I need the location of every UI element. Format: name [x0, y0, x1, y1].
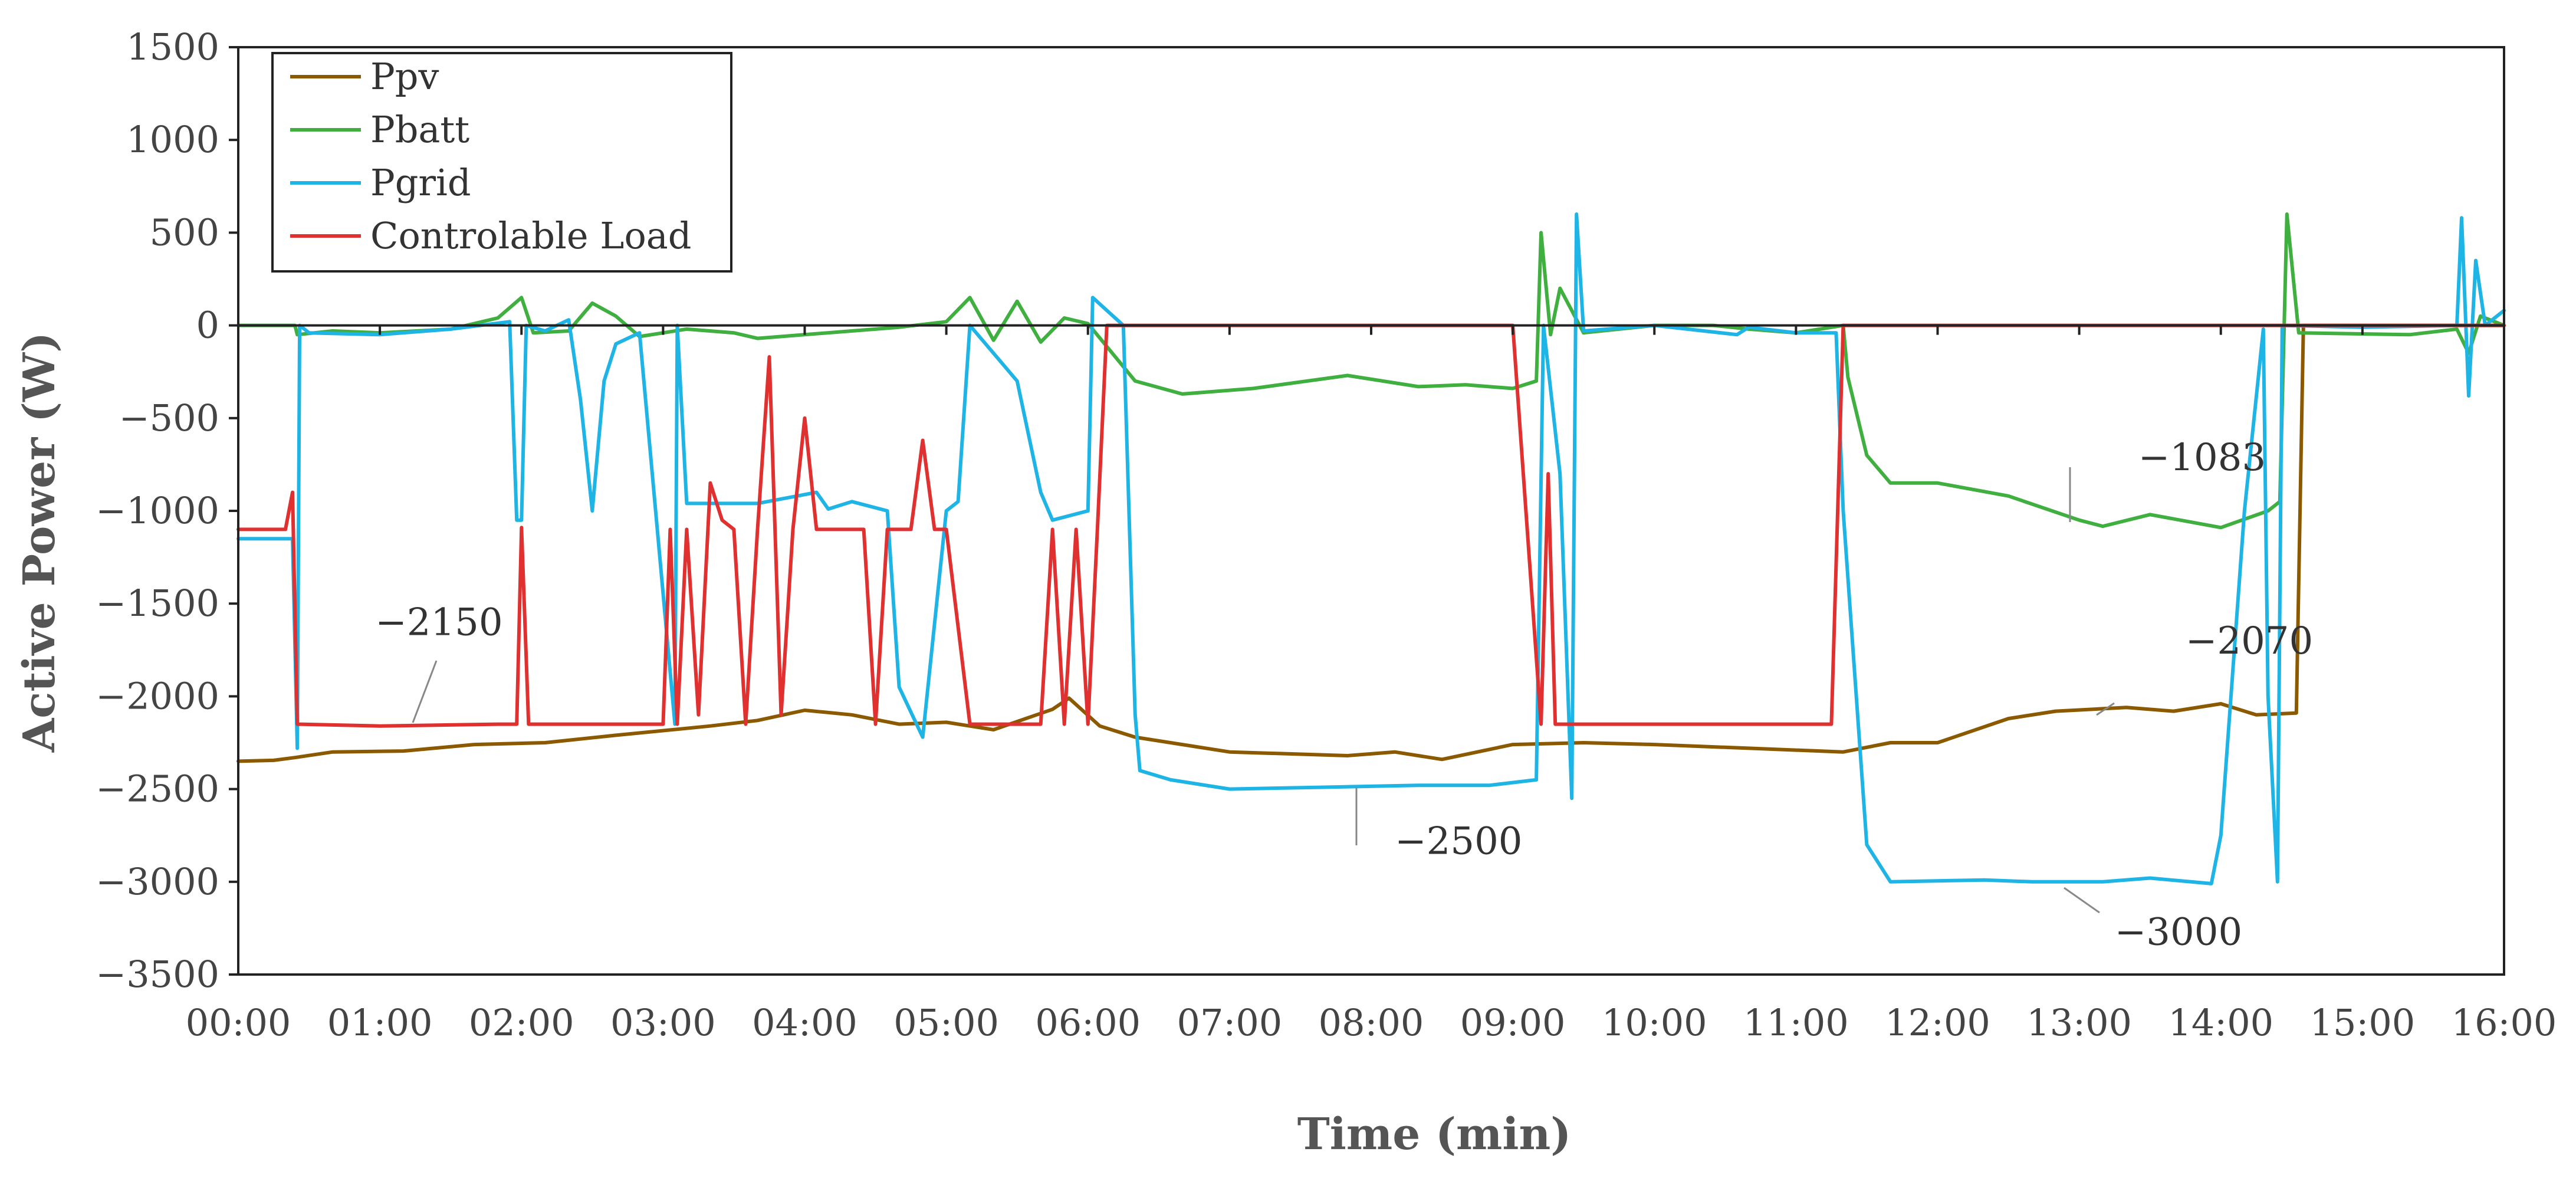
y-axis-title: Active Power (W) — [14, 332, 65, 753]
x-axis-title: Time (min) — [1297, 1109, 1572, 1160]
x-tick-label: 15:00 — [2310, 1001, 2416, 1044]
x-tick-label: 16:00 — [2452, 1001, 2557, 1044]
x-tick-label: 12:00 — [1885, 1001, 1990, 1044]
y-tick-label: −1000 — [96, 489, 219, 532]
y-tick-label: 500 — [150, 211, 219, 254]
series-line-ppv — [236, 323, 2506, 763]
x-tick-label: 13:00 — [2026, 1001, 2132, 1044]
series-line-pgrid — [236, 212, 2506, 885]
y-tick-label: −2000 — [96, 674, 219, 717]
annotation-label: −2500 — [1395, 820, 1523, 864]
x-tick-label: 05:00 — [893, 1001, 999, 1044]
legend-label: Ppv — [370, 55, 439, 98]
legend-label: Pgrid — [370, 161, 471, 204]
x-tick-label: 01:00 — [327, 1001, 433, 1044]
y-tick-label: 1500 — [126, 25, 219, 68]
x-tick-label: 00:00 — [186, 1001, 291, 1044]
y-tick-label: −2500 — [96, 767, 219, 811]
annotation-label: −2150 — [375, 601, 503, 645]
y-tick-label: 0 — [196, 304, 219, 347]
annotation-leader-line — [2064, 887, 2100, 914]
x-tick-label: 09:00 — [1460, 1001, 1566, 1044]
x-tick-label: 03:00 — [610, 1001, 716, 1044]
x-tick-label: 10:00 — [1602, 1001, 1707, 1044]
x-tick-label: 11:00 — [1743, 1001, 1849, 1044]
series-line-controlable-load — [236, 323, 2506, 728]
x-tick-label: 14:00 — [2168, 1001, 2273, 1044]
x-tick-label: 06:00 — [1035, 1001, 1141, 1044]
x-tick-label: 07:00 — [1177, 1001, 1283, 1044]
y-tick-label: 1000 — [126, 118, 219, 161]
x-tick-label: 04:00 — [752, 1001, 857, 1044]
legend-label: Pbatt — [370, 108, 469, 151]
x-tick-label: 08:00 — [1319, 1001, 1424, 1044]
annotation-leader-line — [412, 660, 438, 723]
annotation-label: −1083 — [2138, 436, 2266, 480]
annotation-label: −3000 — [2115, 911, 2243, 954]
y-tick-label: −500 — [119, 396, 219, 439]
x-tick-label: 02:00 — [469, 1001, 574, 1044]
y-tick-label: −1500 — [96, 582, 219, 625]
y-tick-label: −3000 — [96, 860, 219, 903]
series-line-pbatt — [236, 212, 2506, 530]
annotation-label: −2070 — [2186, 619, 2314, 663]
legend-label: Controlable Load — [370, 214, 691, 257]
annotation-leader-line — [2096, 702, 2115, 716]
y-tick-label: −3500 — [96, 953, 219, 996]
